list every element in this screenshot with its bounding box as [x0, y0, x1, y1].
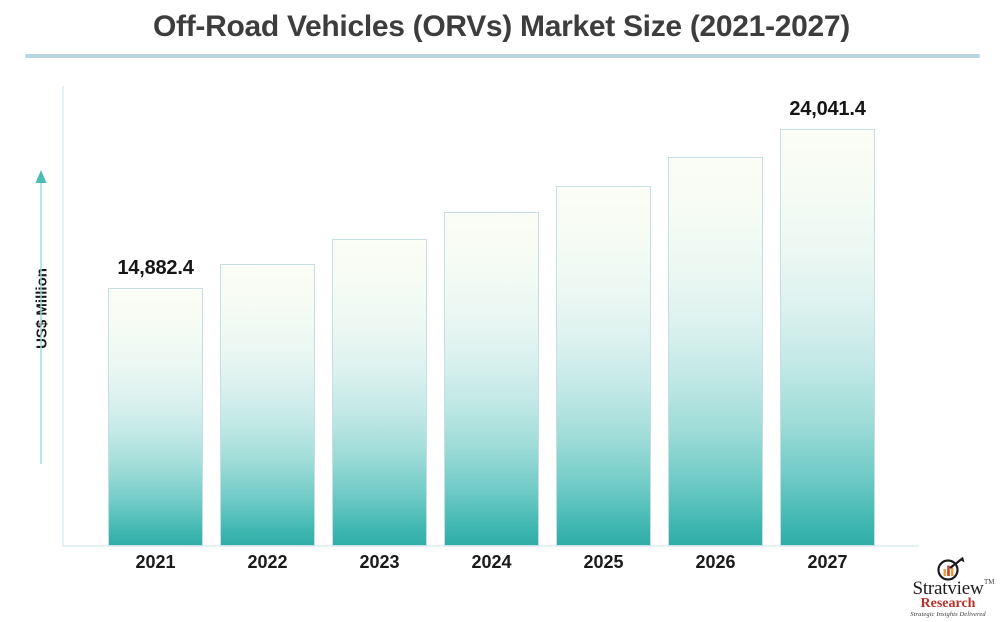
magnifier-bar-chart-icon [936, 556, 966, 584]
bar-2024[interactable] [444, 212, 539, 546]
brand-logo: Stratview TM Research Strategic Insights… [896, 556, 1000, 618]
bar-group-2024: 2024 [444, 0, 539, 572]
title-divider [25, 54, 980, 58]
bar-value-label-2021: 14,882.4 [117, 257, 194, 279]
bar-group-2025: 2025 [556, 0, 651, 572]
bar-group-2023: 2023 [332, 0, 427, 572]
bar-2023[interactable] [332, 239, 427, 546]
bar-2025[interactable] [556, 186, 651, 546]
x-tick-label-2022: 2022 [247, 552, 288, 572]
x-tick-label-2026: 2026 [695, 552, 736, 572]
logo-wordmark: Stratview [912, 578, 984, 599]
bar-group-2022: 2022 [220, 0, 315, 572]
logo-subtitle: Research [920, 596, 976, 611]
x-tick-label-2027: 2027 [807, 552, 848, 572]
x-axis-line [62, 545, 919, 547]
bar-group-2021: 14,882.4 2021 [108, 0, 203, 572]
logo-trademark: TM [984, 578, 995, 586]
y-axis-arrow-icon [34, 170, 48, 464]
x-tick-label-2021: 2021 [135, 552, 176, 572]
page-title: Off-Road Vehicles (ORVs) Market Size (20… [153, 10, 850, 43]
bar-value-label-2027: 24,041.4 [789, 98, 866, 120]
bar-group-2026: 2026 [668, 0, 763, 572]
bar-group-2027: 24,041.4 2027 [780, 0, 875, 572]
logo-tagline: Strategic Insights Delivered [910, 611, 986, 618]
x-tick-label-2025: 2025 [583, 552, 624, 572]
y-axis-line [62, 86, 64, 546]
bar-2027[interactable] [780, 129, 875, 546]
x-tick-label-2024: 2024 [471, 552, 512, 572]
bar-2026[interactable] [668, 157, 763, 546]
bar-2021[interactable] [108, 288, 203, 546]
bar-2022[interactable] [220, 264, 315, 546]
x-tick-label-2023: 2023 [359, 552, 400, 572]
